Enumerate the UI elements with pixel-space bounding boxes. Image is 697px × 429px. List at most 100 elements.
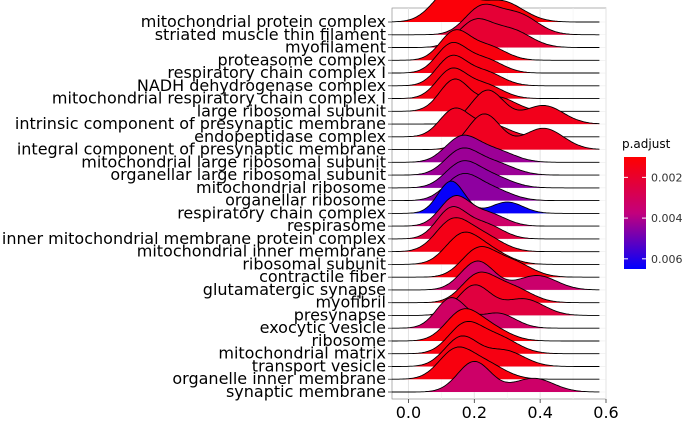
ridge-fill bbox=[392, 107, 600, 137]
x-tick-label: 0.2 bbox=[462, 403, 487, 422]
ridge-ribosomal-subunit bbox=[392, 231, 600, 265]
ridge-fill bbox=[392, 217, 600, 252]
x-axis: 0.0 0.2 0.4 0.6 bbox=[396, 399, 619, 422]
y-tick-label: mitochondrial respiratory chain complex … bbox=[52, 89, 386, 108]
legend: p.adjust 0.002 0.004 0.006 bbox=[622, 137, 683, 269]
ridge-organelle-inner-membrane bbox=[392, 346, 600, 380]
y-tick-label: respiratory chain complex bbox=[177, 203, 386, 222]
y-tick-label: NADH dehydrogenase complex bbox=[137, 76, 386, 95]
ridge-fill bbox=[392, 261, 600, 290]
ridge-outline bbox=[392, 67, 600, 100]
ridge-layer bbox=[392, 0, 600, 393]
legend-tick-label: 0.006 bbox=[651, 253, 683, 266]
ridge-outline bbox=[392, 134, 600, 163]
x-tick-label: 0.6 bbox=[593, 403, 618, 422]
y-tick-label: mitochondrial large ribosomal subunit bbox=[81, 152, 386, 171]
ridge-outline bbox=[392, 3, 600, 36]
y-tick-label: large ribosomal subunit bbox=[197, 101, 386, 120]
y-tick-label: intrinsic component of presynaptic membr… bbox=[15, 114, 386, 133]
legend-tick-label: 0.002 bbox=[651, 171, 683, 184]
ridge-outline bbox=[392, 18, 600, 48]
ridge-mitochondrial-inner-membrane bbox=[392, 217, 600, 253]
y-tick-label: ribosome bbox=[311, 331, 386, 350]
y-tick-label: presynapse bbox=[294, 305, 386, 324]
ridge-fill bbox=[392, 321, 600, 354]
ridge-outline bbox=[392, 29, 600, 61]
ridge-outline bbox=[392, 346, 600, 380]
ridge-myofibril bbox=[392, 271, 600, 304]
ridge-outline bbox=[392, 284, 600, 316]
y-tick-label: myofilament bbox=[285, 38, 386, 57]
y-tick-label: mitochondrial protein complex bbox=[141, 12, 386, 31]
y-tick-label: transport vesicle bbox=[252, 356, 386, 375]
ridge-outline bbox=[392, 297, 600, 329]
ridge-outline bbox=[392, 0, 600, 23]
ridge-outline bbox=[392, 260, 600, 291]
y-tick-label: endopeptidase complex bbox=[194, 127, 386, 146]
x-tick-label: 0.4 bbox=[527, 403, 552, 422]
y-tick-label: mitochondrial matrix bbox=[218, 344, 386, 363]
ridge-fill bbox=[392, 4, 600, 35]
ridge-outline bbox=[392, 41, 600, 74]
y-tick-label: striated muscle thin filament bbox=[155, 25, 386, 44]
ridge-fill bbox=[392, 246, 600, 278]
x-tick-label: 0.0 bbox=[396, 403, 421, 422]
y-tick-label: exocytic vesicle bbox=[260, 318, 386, 337]
ridge-mitochondrial-ribosome bbox=[392, 160, 600, 189]
ridge-myofilament bbox=[392, 18, 600, 48]
ridge-synaptic-membrane bbox=[392, 360, 600, 393]
ridge-fill bbox=[392, 308, 600, 341]
ridge-presynapse bbox=[392, 284, 600, 316]
ridge-fill bbox=[392, 232, 600, 265]
y-tick-label: synaptic membrane bbox=[226, 382, 386, 401]
ridge-fill bbox=[392, 90, 600, 125]
ridge-outline bbox=[392, 195, 600, 227]
ridge-outline bbox=[392, 54, 600, 87]
ridge-mitochondrial-large-ribosomal-subunit bbox=[392, 134, 600, 163]
legend-colorbar bbox=[624, 157, 646, 269]
ridge-outline bbox=[392, 113, 600, 151]
ridge-outline bbox=[392, 206, 600, 240]
ridge-striated-muscle-thin-filament bbox=[392, 3, 600, 36]
ridge-glutamatergic-synapse bbox=[392, 260, 600, 291]
y-tick-label: glutamatergic synapse bbox=[203, 280, 386, 299]
y-tick-label: mitochondrial ribosome bbox=[196, 178, 386, 197]
ridge-outline bbox=[392, 308, 600, 342]
ridge-integral-component-of-presynaptic-membrane bbox=[392, 113, 600, 151]
ridge-intrinsic-component-of-presynaptic-membrane bbox=[392, 89, 600, 125]
ridge-fill bbox=[392, 272, 600, 303]
ridge-outline bbox=[392, 147, 600, 176]
y-tick-label: integral component of presynaptic membra… bbox=[17, 140, 386, 159]
ridge-fill bbox=[392, 18, 600, 48]
ridge-outline bbox=[392, 180, 600, 214]
ridge-mitochondrial-matrix bbox=[392, 320, 600, 355]
ridge-outline bbox=[392, 231, 600, 265]
y-tick-label: organellar ribosome bbox=[225, 191, 386, 210]
y-tick-label: proteasome complex bbox=[217, 50, 386, 69]
y-tick-label: organellar large ribosomal subunit bbox=[110, 165, 386, 184]
y-tick-label: contractile fiber bbox=[259, 267, 386, 286]
y-tick-label: respirasome bbox=[287, 216, 386, 235]
ridge-fill bbox=[392, 113, 600, 150]
ridge-outline bbox=[392, 172, 600, 202]
ridge-outline bbox=[392, 246, 600, 278]
legend-tick-label: 0.004 bbox=[651, 212, 683, 225]
y-tick-label: respiratory chain complex I bbox=[167, 63, 386, 82]
y-tick-label: mitochondrial inner membrane bbox=[137, 242, 386, 261]
y-tick-label: ribosomal subunit bbox=[242, 254, 386, 273]
ridge-exocytic-vesicle bbox=[392, 297, 600, 329]
ridge-fill bbox=[392, 346, 600, 380]
ridge-ribosome bbox=[392, 308, 600, 342]
ridge-outline bbox=[392, 335, 600, 367]
ridge-fill bbox=[392, 135, 600, 163]
y-tick-label: myofibril bbox=[315, 293, 386, 312]
ridge-contractile-fiber bbox=[392, 246, 600, 278]
y-tick-label: organelle inner membrane bbox=[172, 369, 386, 388]
ridge-outline bbox=[392, 217, 600, 253]
ridge-outline bbox=[392, 271, 600, 304]
ridge-outline bbox=[392, 320, 600, 355]
ridge-fill bbox=[392, 147, 600, 176]
